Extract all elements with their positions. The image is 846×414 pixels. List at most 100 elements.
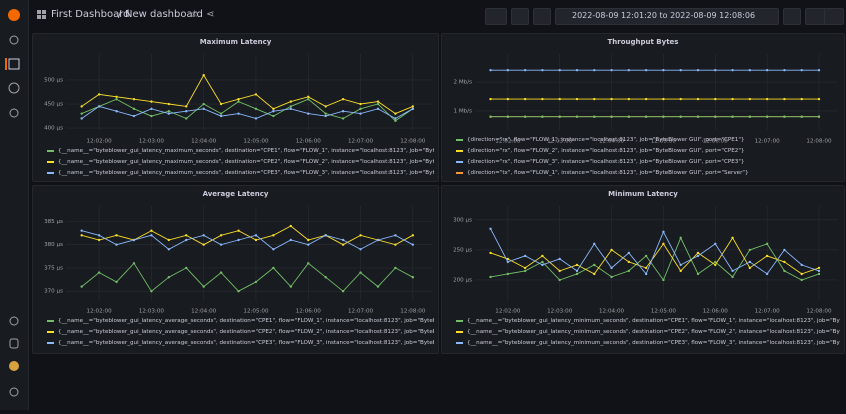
legend-label: {__name__="byteblower_gui_latency_minimu… <box>467 318 840 324</box>
data-point <box>289 107 293 111</box>
y-tick-label: 200 µs <box>453 277 472 283</box>
data-point <box>307 238 310 242</box>
data-point <box>523 115 527 118</box>
panel-title: Minimum Latency <box>608 190 678 198</box>
data-point <box>644 272 648 276</box>
grafana-logo[interactable] <box>8 9 20 21</box>
data-point <box>289 285 293 288</box>
data-point <box>97 93 101 96</box>
help-icon[interactable] <box>9 387 19 397</box>
legend-item[interactable]: {__name__="byteblower_gui_latency_averag… <box>47 316 434 327</box>
data-point <box>219 112 223 115</box>
data-point <box>489 115 492 118</box>
data-point <box>341 290 345 293</box>
data-point <box>289 100 293 103</box>
data-point <box>489 251 492 255</box>
data-point <box>644 266 648 270</box>
y-tick-label: 370 µs <box>44 289 63 295</box>
legend-label: {__name__="byteblower_gui_latency_maximu… <box>58 148 434 154</box>
data-point <box>80 234 83 237</box>
legend-swatch <box>47 341 54 344</box>
y-tick-label: 500 µs <box>44 77 63 83</box>
x-tick-label: 12:04:00 <box>191 139 217 145</box>
explore-icon[interactable] <box>8 82 20 94</box>
share-icon[interactable]: ⋖ <box>206 9 215 20</box>
dashboards-icon[interactable] <box>8 58 20 70</box>
data-point <box>115 110 118 113</box>
data-point <box>132 107 136 111</box>
legend-item[interactable]: {direction="rx", flow="FLOW_1", instance… <box>456 135 840 146</box>
data-point <box>237 112 240 115</box>
data-point <box>575 269 579 273</box>
legend-item[interactable]: {__name__="byteblower_gui_latency_minimu… <box>456 338 840 349</box>
series-line <box>81 262 414 292</box>
settings-button[interactable] <box>533 8 551 25</box>
data-point <box>523 68 527 72</box>
data-point <box>558 115 561 118</box>
data-point <box>219 102 223 106</box>
data-point <box>558 269 561 273</box>
data-point <box>731 68 734 72</box>
data-point <box>748 266 752 270</box>
data-point <box>748 68 752 72</box>
legend-label: {__name__="byteblower_gui_latency_minimu… <box>467 329 840 335</box>
data-point <box>97 238 101 242</box>
legend-item[interactable]: {__name__="byteblower_gui_latency_averag… <box>47 338 434 349</box>
user-avatar[interactable] <box>9 361 19 371</box>
data-point <box>748 97 752 101</box>
data-point <box>394 234 397 237</box>
time-range: 2022-08-09 12:01:20 to 2022-08-09 12:08:… <box>572 11 756 20</box>
data-point <box>80 117 83 120</box>
panel: Maximum Latency 400 µs 450 µs 500 µs 12:02:0… <box>32 33 439 182</box>
folder-link[interactable]: First Dashboard <box>51 9 130 20</box>
data-point <box>394 266 397 270</box>
data-point <box>662 115 665 118</box>
legend-item[interactable]: {__name__="byteblower_gui_latency_minimu… <box>456 327 840 338</box>
x-tick-label: 12:03:00 <box>547 139 573 145</box>
zoom-out-button[interactable] <box>783 8 801 25</box>
config-icon[interactable] <box>9 316 19 326</box>
legend-item[interactable]: {direction="tx", flow="FLOW_1", instance… <box>456 168 840 179</box>
x-tick-label: 12:07:00 <box>348 139 374 145</box>
legend-item[interactable]: {direction="rx", flow="FLOW_3", instance… <box>456 157 840 168</box>
data-point <box>731 236 734 240</box>
data-point <box>394 117 397 120</box>
data-point <box>115 234 118 237</box>
legend-item[interactable]: {__name__="byteblower_gui_latency_maximu… <box>47 146 434 157</box>
data-point <box>817 68 821 72</box>
data-point <box>627 260 631 264</box>
x-tick-label: 12:07:00 <box>755 139 781 145</box>
dashboard-name[interactable]: New dashboard <box>125 9 203 20</box>
data-point <box>411 276 415 279</box>
legend: {__name__="byteblower_gui_latency_averag… <box>47 316 434 349</box>
star-icon[interactable]: ☆ <box>190 9 199 20</box>
data-point <box>523 254 527 258</box>
legend-item[interactable]: {__name__="byteblower_gui_latency_minimu… <box>456 316 840 327</box>
legend-item[interactable]: {direction="rx", flow="FLOW_2", instance… <box>456 146 840 157</box>
data-point <box>593 97 596 101</box>
data-point <box>731 97 734 101</box>
data-point <box>558 278 561 282</box>
x-tick-label: 12:08:00 <box>400 309 426 315</box>
add-panel-button[interactable] <box>485 8 507 25</box>
alerting-icon[interactable] <box>9 108 19 118</box>
data-point <box>644 68 648 72</box>
legend-item[interactable]: {__name__="byteblower_gui_latency_maximu… <box>47 168 434 179</box>
legend-swatch <box>47 319 54 322</box>
search-icon[interactable] <box>9 35 19 45</box>
legend-item[interactable]: {__name__="byteblower_gui_latency_averag… <box>47 327 434 338</box>
tv-mode-button[interactable] <box>824 8 844 25</box>
data-point <box>185 117 188 120</box>
time-picker[interactable]: 2022-08-09 12:01:20 to 2022-08-09 12:08:… <box>555 8 779 25</box>
data-point <box>783 248 786 252</box>
plot: 400 µs 450 µs 500 µs 12:02:00 12:03:00 12:04:… <box>44 54 432 145</box>
shield-icon[interactable] <box>9 338 19 349</box>
save-button[interactable] <box>511 8 529 25</box>
legend-item[interactable]: {__name__="byteblower_gui_latency_maximu… <box>47 157 434 168</box>
data-point <box>289 238 293 242</box>
data-point <box>610 266 613 270</box>
data-point <box>237 100 240 103</box>
x-tick-label: 12:07:00 <box>348 309 374 315</box>
data-point <box>359 107 362 111</box>
data-point <box>167 112 171 115</box>
